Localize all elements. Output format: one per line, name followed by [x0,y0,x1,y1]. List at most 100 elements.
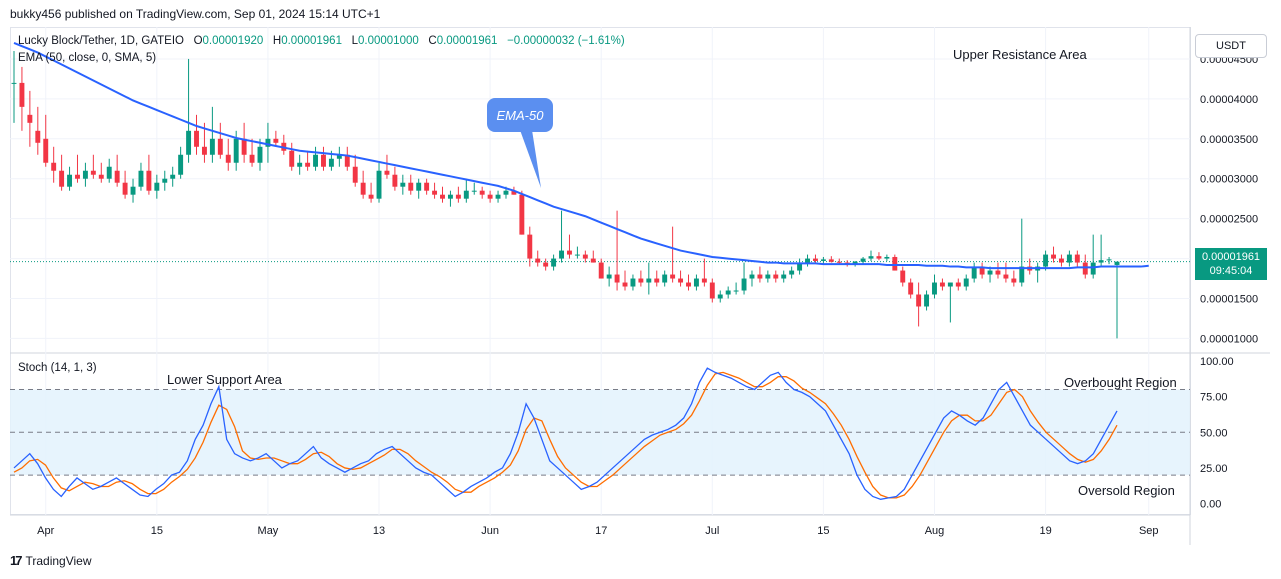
candle-body [757,274,763,279]
candle-body [551,258,557,267]
x-tick-label: 17 [595,525,607,537]
candle-body [749,274,755,279]
candle-body [947,282,953,287]
stoch-tick-label: 75.00 [1200,392,1228,404]
candle-body [828,259,834,262]
candle-body [789,270,795,275]
open-label: O [193,35,203,47]
candle-body [709,282,715,299]
candle-body [963,278,969,287]
candle-body [146,170,152,191]
publisher-header: bukky456 published on TradingView.com, S… [10,7,381,21]
candle-body [1098,260,1104,263]
candle-body [154,182,160,191]
candle-body [138,170,144,187]
overbought-label: Overbought Region [1064,375,1177,390]
candle-body [916,294,922,307]
candle-body [678,278,684,283]
candle-body [122,182,128,195]
x-tick-label: Jun [481,525,499,537]
candle-body [392,174,398,187]
candle-body [178,154,184,175]
candle-body [313,154,318,167]
candle-body [995,270,1001,275]
lower-support-label: Lower Support Area [167,372,282,387]
candle-body [876,256,882,259]
candle-body [376,170,382,199]
candle-body [1043,254,1049,267]
candle-body [693,278,699,287]
change-value: −0.00000032 (−1.61%) [507,35,625,47]
high-label: H [272,35,282,47]
candle-body [765,274,771,279]
candle-body [606,274,612,279]
candle-body [257,146,263,163]
currency-button[interactable]: USDT [1195,34,1267,58]
candle-body [567,250,572,255]
stoch-tick-label: 100.00 [1200,356,1234,368]
price-tick-label: 0.00003500 [1200,134,1258,146]
candle-body [1114,261,1120,265]
close-value: 0.00001961 [436,35,498,47]
x-tick-label: May [258,525,279,537]
x-tick-label: Aug [925,525,945,537]
candle-body [194,130,199,147]
candle-body [646,278,652,283]
candle-body [1003,274,1009,279]
candle-body [328,158,334,167]
candle-body [805,258,810,263]
stoch-k-line [13,367,1118,500]
candle-body [289,150,295,167]
candle-body [614,274,620,283]
oversold-label: Oversold Region [1078,483,1175,498]
candle-body [773,274,779,279]
stoch-tick-label: 50.00 [1200,427,1228,439]
stoch-legend: Stoch (14, 1, 3) [18,362,97,374]
symbol-title: Lucky Block/Tether, 1D, GATEIO [18,35,184,47]
candle-body [590,258,596,263]
tradingview-logo-icon: 17 [10,553,23,568]
candle-body [1090,262,1096,275]
low-value: 0.00001000 [358,35,419,47]
candle-body [1074,254,1080,263]
candle-body [638,278,644,283]
candle-body [559,250,564,259]
candle-body [321,154,326,167]
candle-body [503,190,509,195]
candle-body [797,262,803,271]
candle-body [217,138,223,155]
candle-body [686,282,691,287]
low-label: L [351,35,358,47]
candle-body [662,274,668,283]
candle-body [884,256,890,259]
high-value: 0.00001961 [281,35,342,47]
candle-body [463,190,469,199]
candle-body [360,182,366,195]
open-value: 0.00001920 [202,35,264,47]
price-legend: Lucky Block/Tether, 1D, GATEIO O0.000019… [18,35,625,47]
candle-body [59,170,65,187]
candle-body [670,274,676,279]
candle-body [82,170,88,179]
candle-body [75,174,80,179]
candle-body [1011,278,1017,283]
x-tick-label: 15 [817,525,829,537]
candle-body [479,190,485,195]
candle-body [487,194,493,199]
candle-body [1106,259,1112,261]
candle-body [27,114,33,123]
candle-body [352,166,358,183]
candle-body [900,270,906,283]
close-label: C [428,35,437,47]
candle-body [162,178,168,183]
candle-body [892,256,898,271]
tradingview-footer: 17 TradingView [10,553,92,568]
x-tick-label: Apr [37,525,54,537]
candle-body [495,194,501,199]
candle-body [344,154,350,167]
candle-body [813,258,818,261]
last-price-tag: 0.00001961 [1195,248,1267,264]
ema-50-line [13,42,1149,270]
candle-body [249,154,255,163]
